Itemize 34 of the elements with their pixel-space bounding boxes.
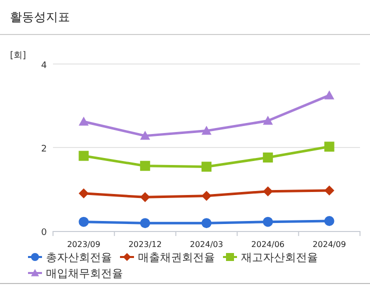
point — [324, 142, 334, 152]
x-tick-label: 2023/12 — [128, 240, 162, 249]
point — [140, 218, 150, 228]
point — [78, 216, 89, 227]
point — [324, 216, 334, 226]
point — [78, 150, 89, 161]
point — [262, 216, 273, 227]
point — [202, 190, 212, 201]
x-tick-label: 2023/09 — [67, 240, 100, 249]
point — [324, 186, 334, 196]
point — [262, 116, 273, 125]
point — [262, 152, 273, 163]
point — [78, 188, 89, 198]
title: 활동성지표 — [10, 10, 70, 24]
point — [202, 126, 212, 135]
x-tick-label: 2024/06 — [251, 240, 285, 249]
y-tick-label: 4 — [41, 61, 48, 71]
point — [140, 130, 150, 140]
point — [140, 160, 150, 171]
y-tick-label: 0 — [41, 228, 48, 238]
x-tick-label: 2024/03 — [190, 240, 224, 249]
y-tick-label: 2 — [41, 144, 47, 154]
point — [324, 90, 334, 100]
x-tick-label: 2024/09 — [312, 240, 346, 249]
legend-label: 재고자산회전율 — [241, 251, 318, 264]
point — [202, 162, 212, 172]
legend-label: 매출채권회전율 — [138, 251, 215, 264]
point — [262, 186, 273, 196]
y-axis-title: [회] — [10, 51, 26, 61]
point — [78, 116, 89, 126]
point — [202, 218, 212, 228]
legend-label: 총자산회전율 — [46, 251, 112, 264]
legend-label: 매입채무회전율 — [46, 267, 123, 280]
point — [140, 192, 150, 202]
